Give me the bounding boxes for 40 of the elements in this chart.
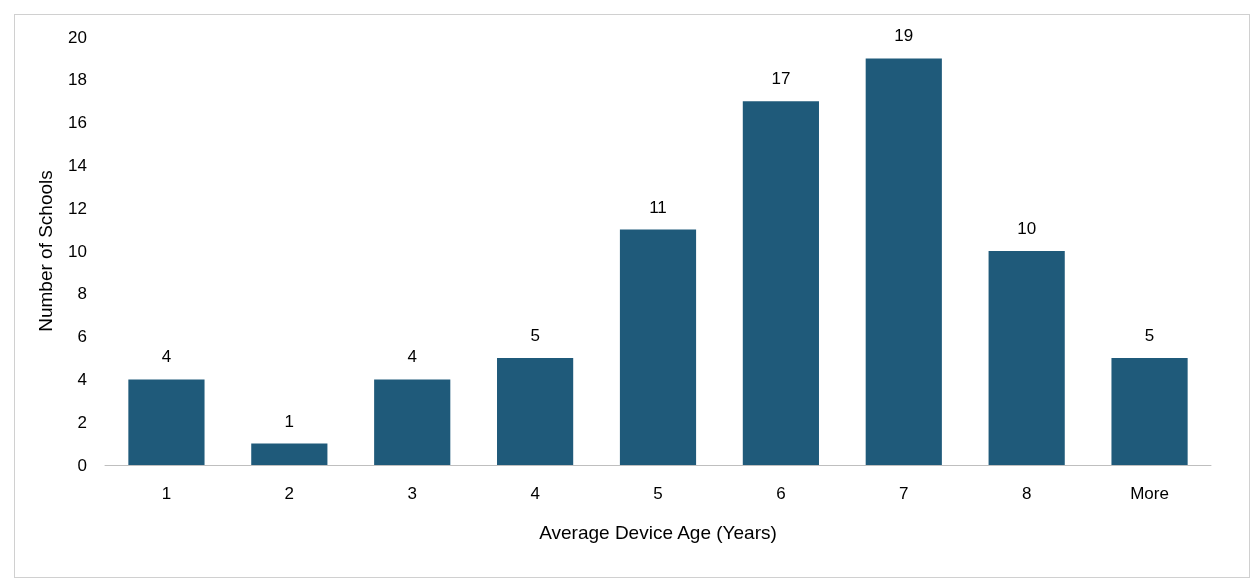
x-tick-label: 6 [776, 484, 786, 503]
y-tick-label: 8 [77, 284, 87, 304]
data-label: 17 [771, 69, 791, 89]
data-label: 10 [1017, 219, 1037, 238]
x-tick-label: 4 [530, 484, 540, 503]
x-tick-label: 7 [899, 484, 909, 503]
y-tick-label: 0 [77, 455, 87, 475]
bar [374, 379, 451, 465]
y-tick-label: 2 [77, 412, 87, 432]
bar [251, 443, 328, 465]
y-tick-label: 16 [68, 113, 87, 133]
y-tick-label: 12 [68, 198, 87, 218]
x-tick-label: 2 [284, 484, 295, 503]
y-tick-label: 10 [68, 241, 87, 261]
x-tick-label: 1 [161, 484, 172, 503]
data-label: 11 [649, 197, 667, 217]
y-tick-label: 20 [68, 27, 87, 47]
bar [619, 229, 697, 465]
x-tick-label: More [1130, 484, 1169, 503]
y-tick-label: 18 [68, 70, 87, 90]
bar [1111, 358, 1188, 465]
y-tick-label: 14 [68, 155, 87, 175]
bar [128, 379, 205, 465]
bar [742, 101, 819, 465]
bar [988, 251, 1065, 465]
x-tick-label: 8 [1021, 484, 1032, 503]
y-tick-label: 4 [77, 369, 87, 389]
data-label: 5 [530, 326, 540, 345]
bar [497, 358, 574, 465]
bar [865, 58, 942, 465]
data-label: 1 [284, 411, 295, 431]
y-axis-title: Number of Schools [35, 170, 56, 332]
x-tick-label: 3 [407, 484, 417, 503]
y-tick-label: 6 [77, 327, 87, 347]
x-axis-title: Average Device Age (Years) [539, 522, 777, 543]
data-label: 19 [894, 26, 914, 46]
data-label: 4 [161, 347, 172, 367]
data-label: 4 [407, 347, 417, 367]
x-tick-label: 5 [653, 484, 663, 503]
data-label: 5 [1144, 326, 1155, 345]
